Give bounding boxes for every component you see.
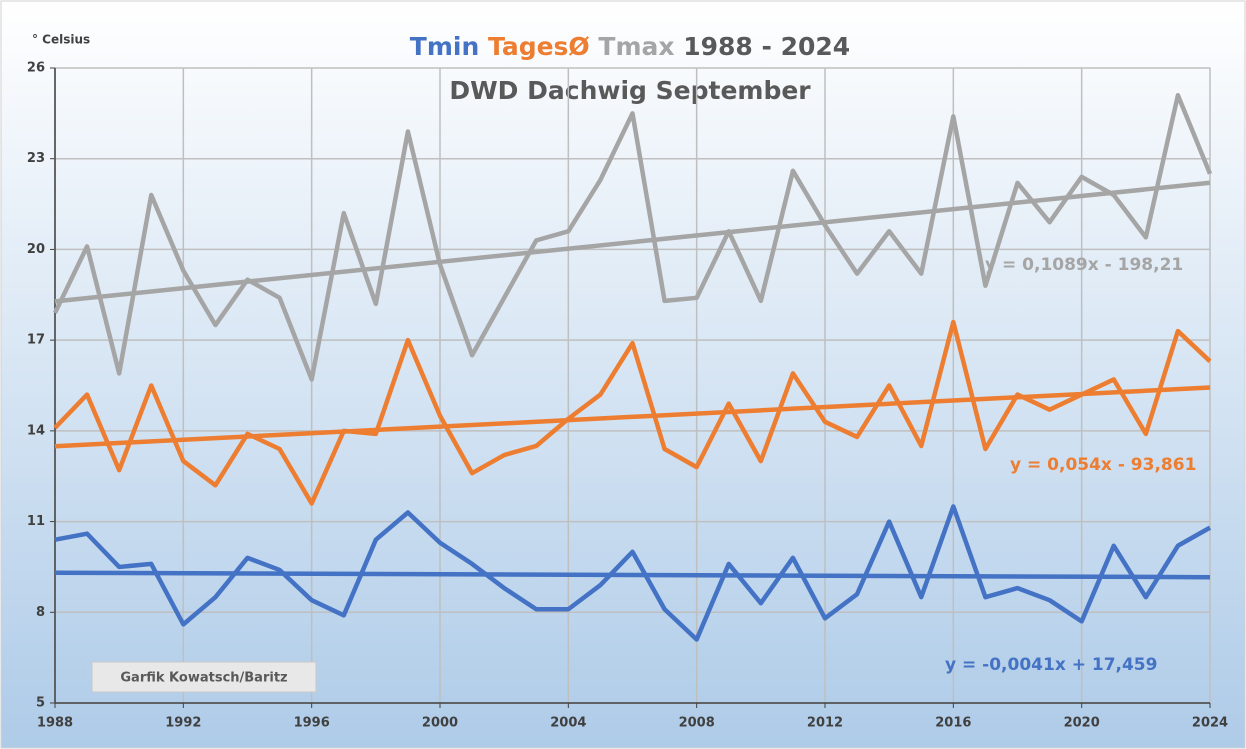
plot: 5 8 11 14 17 20 23 26 1988 1992 1996 2000 2004 2008 20… — [27, 61, 1228, 731]
x-tick-label: 1988 — [37, 716, 73, 731]
y-tick-label: 8 — [36, 605, 45, 620]
annotation-box — [91, 661, 317, 693]
x-tick-label: 2020 — [1064, 716, 1100, 731]
chart-subtitle: DWD Dachwig September — [449, 76, 811, 105]
trendline — [54, 385, 1211, 449]
x-tick-label: 2008 — [679, 716, 715, 731]
x-tick-label: 1992 — [165, 716, 201, 731]
title-part: TagesØ — [488, 32, 590, 61]
trendline-label: y = -0,0041x + 17,459 — [945, 655, 1157, 675]
title-part: Tmax — [598, 32, 674, 61]
trendline — [54, 180, 1211, 304]
x-tick-label: 2004 — [550, 716, 586, 731]
y-tick-label: 20 — [27, 242, 45, 257]
series-line — [53, 319, 1212, 506]
title-part: Tmin — [410, 32, 479, 61]
trendline — [54, 570, 1211, 580]
title-part: 1988 - 2024 — [683, 32, 850, 61]
x-tick-label: 2024 — [1192, 716, 1228, 731]
x-tick-label: 2000 — [422, 716, 458, 731]
x-tick-label: 2012 — [807, 716, 843, 731]
chart-title: Tmin TagesØ Tmax 1988 - 2024 — [410, 32, 850, 61]
y-tick-label: 17 — [27, 333, 45, 348]
trendline-label: y = 0,054x - 93,861 — [1010, 455, 1196, 475]
annotation: Garfik Kowatsch/Baritz — [120, 671, 287, 686]
x-tick-label: 1996 — [294, 716, 330, 731]
y-tick-label: 26 — [27, 61, 45, 76]
y-tick-label: 11 — [27, 514, 45, 529]
trendline-label: y = 0,1089x - 198,21 — [985, 255, 1183, 275]
y-axis-label: ° Celsius — [32, 33, 90, 47]
y-tick-label: 14 — [27, 423, 45, 438]
x-tick-label: 2016 — [935, 716, 971, 731]
series-line — [54, 504, 1212, 642]
y-tick-label: 5 — [36, 696, 45, 711]
y-tick-label: 23 — [27, 151, 45, 166]
